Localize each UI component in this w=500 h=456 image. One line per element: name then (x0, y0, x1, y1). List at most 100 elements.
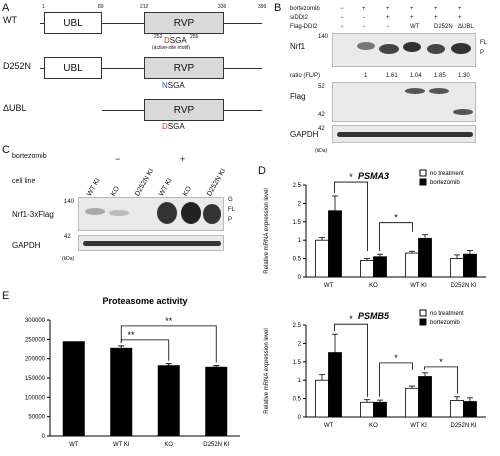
lane-label: D252N KI (134, 167, 156, 198)
band (451, 43, 471, 54)
significance-bracket (379, 362, 413, 397)
ratio-label: ratio (FL/P) (290, 73, 321, 79)
y-tick-label: 1.5 (293, 360, 302, 366)
panel-b-letter: B (274, 2, 282, 14)
treatment-cell: + (434, 15, 438, 21)
c-mw-42: 42 (64, 234, 71, 240)
d252n-motif: NSGA (162, 81, 185, 90)
bar (62, 341, 85, 436)
treatment-cell: + (458, 15, 462, 21)
motif-pos-255: 255 (190, 34, 199, 40)
x-tick-label: WT (324, 423, 334, 429)
band (109, 210, 129, 216)
significance-bracket (334, 181, 368, 252)
band (157, 202, 177, 224)
proteasome-activity-chart: Proteasome activity 0 50000 100000 150000 200… (25, 296, 240, 448)
y-tick-label: 2.5 (293, 323, 302, 329)
significance-bracket (424, 366, 458, 394)
bar (450, 258, 464, 278)
x-tick-label: WT KI (113, 442, 130, 448)
legend-swatch (419, 309, 427, 317)
treatment-cell: + (410, 6, 414, 12)
p-label: P (480, 50, 485, 56)
c-p-label: P (228, 217, 233, 223)
mw-52: 52 (318, 84, 325, 90)
treatment-row-label: Flag-DDI2 (290, 24, 318, 30)
bar (418, 376, 432, 418)
significance-mark: ** (165, 316, 173, 326)
cell-line-label: cell line (12, 178, 36, 185)
c-gapdh-label: GAPDH (12, 241, 41, 250)
c-gapdh-blot (78, 235, 224, 251)
legend-swatch (419, 178, 427, 186)
significance-mark: * (349, 314, 353, 324)
bar (328, 352, 342, 418)
chart-title: PSMA3 (358, 171, 389, 181)
motif-pos-252: 252 (154, 34, 163, 40)
treatment-cell: D252N (434, 24, 453, 30)
band (203, 204, 221, 224)
y-tick-label: 2.5 (293, 183, 302, 189)
legend-label: bortezomib (430, 320, 460, 326)
legend-label: no treatment (430, 311, 464, 317)
x-tick-label: KO (369, 423, 378, 429)
gapdh-label: GAPDH (290, 130, 319, 139)
wt-motif: DSGA (164, 36, 187, 45)
y-tick-label: 0 (42, 434, 46, 440)
treatment-cell: − (340, 6, 344, 12)
y-tick-label: 1 (298, 378, 302, 384)
treatment-cell: − (340, 15, 344, 21)
legend-label: bortezomib (430, 180, 460, 186)
y-tick-label: 0.5 (293, 397, 302, 403)
nrf1-3xflag-blot (78, 197, 224, 231)
treatment-cell: ΔUBL (458, 24, 474, 30)
wt-label: WT (3, 15, 17, 25)
significance-bracket (379, 222, 413, 252)
significance-mark: * (439, 357, 443, 367)
bar (405, 387, 419, 418)
mw-42: 42 (318, 112, 325, 118)
x-tick-label: WT (324, 283, 334, 289)
x-tick-label: D252N KI (450, 423, 476, 429)
band (357, 42, 375, 50)
significance-mark: ** (127, 330, 135, 340)
band (83, 241, 221, 246)
treatment-cell: + (458, 6, 462, 12)
lane-label: KO (182, 185, 194, 198)
treatment-cell: − (362, 24, 366, 30)
psma3-chart: PSMA3 Relative mRNA expression level 0 0.5 1… (264, 169, 486, 289)
bar (463, 401, 477, 418)
pos-89: 89 (98, 4, 104, 10)
d252n-label: D252N (3, 61, 32, 71)
y-tick-label: 250000 (25, 337, 46, 343)
significance-bracket (120, 325, 217, 363)
x-tick-label: KO (164, 442, 173, 448)
psmb5-chart: PSMB5 Relative mRNA expression level 0 0.5 1… (264, 309, 486, 429)
y-tick-label: 1.5 (293, 220, 302, 226)
y-axis-label: Relative mRNA expression level (264, 188, 270, 273)
fl-label: FL (480, 40, 488, 46)
dubl-motif-d: D (162, 122, 168, 131)
bar (110, 347, 133, 436)
d252n-motif-sga: SGA (167, 81, 185, 90)
chart-title: PSMB5 (358, 311, 390, 321)
wt-motif-sga: SGA (169, 36, 187, 45)
pos-336: 336 (218, 4, 227, 10)
ratio-value: 1 (364, 73, 368, 79)
treatment-cell: − (340, 24, 344, 30)
bar (328, 210, 342, 278)
bar (205, 366, 228, 436)
wt-motif-d: D (164, 36, 170, 45)
significance-mark: * (394, 353, 398, 363)
treatment-cell: + (386, 6, 390, 12)
mw-42b: 42 (318, 126, 325, 132)
y-tick-label: 1 (298, 238, 302, 244)
y-tick-label: 100000 (25, 395, 46, 401)
lane-label: WT KI (86, 177, 102, 198)
bortezomib-label: bortezomib (12, 153, 47, 160)
dubl-motif: DSGA (162, 122, 185, 131)
y-tick-label: 50000 (28, 415, 45, 421)
nrf1-blot (332, 33, 476, 67)
band (379, 44, 399, 54)
bortezomib-minus: − (115, 154, 121, 164)
